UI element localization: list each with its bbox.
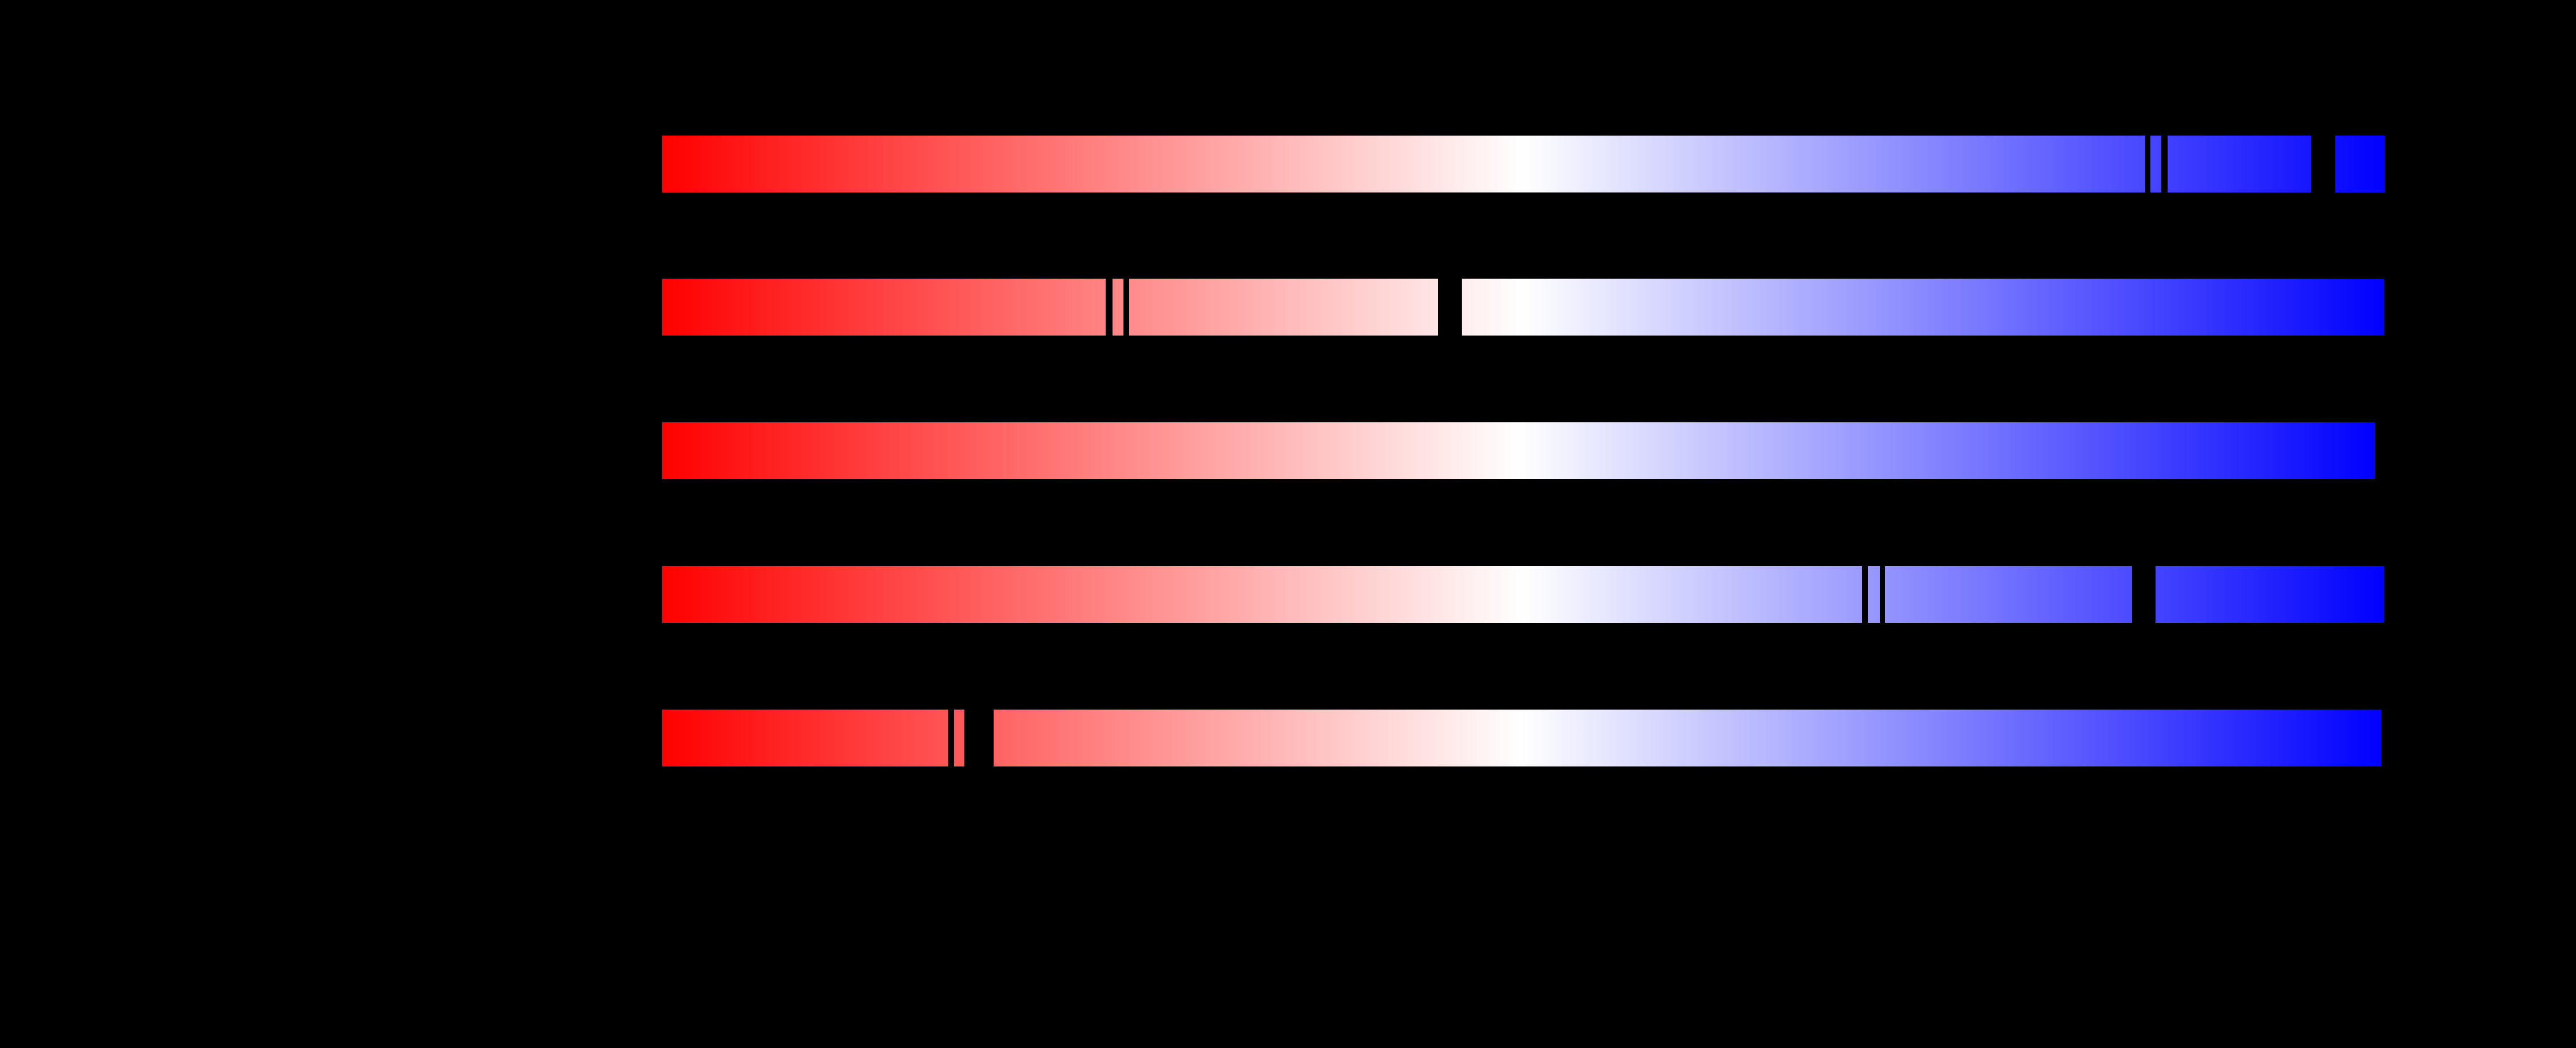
bar-4-gap	[2132, 566, 2156, 623]
gradient-bar-5	[662, 710, 2381, 766]
bar-5-gap	[948, 710, 954, 766]
bar-2-gap	[1123, 279, 1129, 336]
bar-5-gap	[964, 710, 994, 766]
bar-1-gap	[2161, 136, 2168, 192]
bar-1-gap	[2311, 136, 2335, 192]
bar-1-gap	[2145, 136, 2150, 192]
gradient-bar-3	[662, 422, 2375, 479]
gradient-bar-4	[662, 566, 2384, 623]
gradient-bar-2	[662, 279, 2384, 336]
bar-2-gap	[1438, 279, 1462, 336]
bar-2-gap	[1106, 279, 1113, 336]
bar-4-gap	[1880, 566, 1885, 623]
gradient-bar-1	[662, 136, 2385, 192]
bar-4-gap	[1862, 566, 1868, 623]
